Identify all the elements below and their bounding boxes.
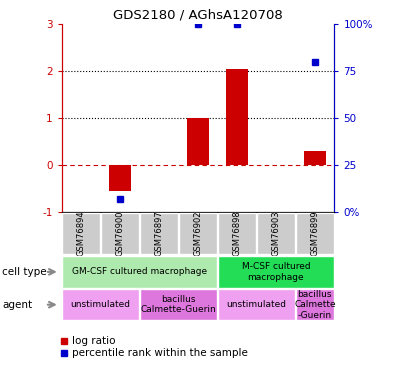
FancyBboxPatch shape: [296, 213, 334, 254]
FancyBboxPatch shape: [140, 213, 178, 254]
FancyBboxPatch shape: [296, 290, 334, 320]
Text: GM-CSF cultured macrophage: GM-CSF cultured macrophage: [72, 267, 207, 276]
Text: percentile rank within the sample: percentile rank within the sample: [72, 348, 248, 357]
FancyBboxPatch shape: [140, 290, 217, 320]
Bar: [304, 151, 326, 165]
FancyBboxPatch shape: [62, 213, 100, 254]
Text: agent: agent: [2, 300, 32, 310]
Text: M-CSF cultured
macrophage: M-CSF cultured macrophage: [242, 262, 310, 282]
Text: GSM76894: GSM76894: [77, 211, 86, 256]
Text: cell type: cell type: [2, 267, 47, 277]
Bar: [226, 69, 248, 165]
Text: GSM76900: GSM76900: [115, 211, 125, 256]
Text: GSM76897: GSM76897: [154, 211, 164, 256]
Title: GDS2180 / AGhsA120708: GDS2180 / AGhsA120708: [113, 9, 283, 22]
Text: GSM76899: GSM76899: [310, 211, 319, 256]
Bar: [109, 165, 131, 191]
Text: unstimulated: unstimulated: [70, 300, 131, 309]
FancyBboxPatch shape: [62, 256, 217, 288]
Text: GSM76902: GSM76902: [193, 211, 203, 256]
Text: GSM76898: GSM76898: [232, 211, 242, 256]
FancyBboxPatch shape: [257, 213, 295, 254]
Bar: [187, 118, 209, 165]
Text: log ratio: log ratio: [72, 336, 115, 346]
FancyBboxPatch shape: [218, 213, 256, 254]
Text: bacillus
Calmette
-Guerin: bacillus Calmette -Guerin: [294, 290, 336, 320]
FancyBboxPatch shape: [101, 213, 139, 254]
Text: unstimulated: unstimulated: [226, 300, 287, 309]
FancyBboxPatch shape: [62, 290, 139, 320]
Text: GSM76903: GSM76903: [271, 211, 281, 256]
FancyBboxPatch shape: [179, 213, 217, 254]
FancyBboxPatch shape: [218, 290, 295, 320]
Text: bacillus
Calmette-Guerin: bacillus Calmette-Guerin: [140, 295, 217, 314]
FancyBboxPatch shape: [218, 256, 334, 288]
